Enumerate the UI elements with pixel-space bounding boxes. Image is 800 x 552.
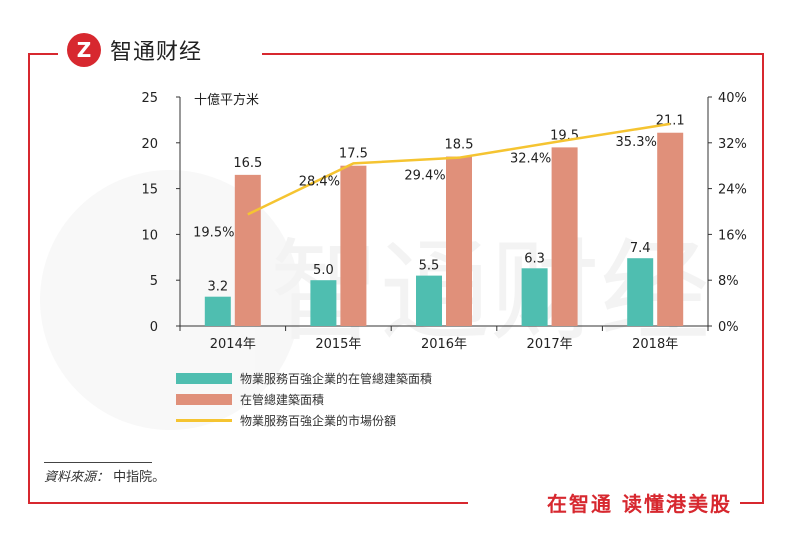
x-tick-label: 2015年 <box>315 337 361 352</box>
y-tick-label: 15 <box>141 183 158 198</box>
brand-header: Z 智通财经 <box>66 30 202 70</box>
bar-top100-area <box>521 268 548 326</box>
watermark: 智通财经 <box>40 170 710 430</box>
legend-swatch-teal <box>176 373 232 384</box>
y2-tick-label: 16% <box>718 228 747 243</box>
frame-bottom-left <box>28 502 468 504</box>
y2-tick-label: 8% <box>718 274 739 289</box>
legend-label: 在管總建築面積 <box>240 393 325 407</box>
y-tick-label: 10 <box>141 228 158 243</box>
line-label-market-share: 19.5% <box>193 225 234 240</box>
legend-label: 物業服務百強企業的在管總建築面積 <box>240 372 433 386</box>
y-tick-label: 25 <box>141 91 158 106</box>
footer-slogan: 在智通 读懂港美股 <box>539 488 740 517</box>
frame-top-right <box>262 53 764 55</box>
bar-label-total-area: 18.5 <box>445 138 474 153</box>
bar-top100-area <box>627 258 654 326</box>
frame-left <box>28 53 30 504</box>
y-unit-label: 十億平方米 <box>194 92 259 108</box>
source-label: 資料來源： <box>44 470 110 485</box>
bar-label-top100-area: 6.3 <box>524 251 545 266</box>
legend-swatch-yellow-line <box>176 419 232 422</box>
bar-total-area <box>551 147 578 326</box>
frame-top-left <box>28 53 58 55</box>
bar-label-total-area: 17.5 <box>339 147 368 162</box>
y2-tick-label: 24% <box>718 183 747 198</box>
line-label-market-share: 35.3% <box>616 135 657 150</box>
frame-right <box>762 53 764 504</box>
y-tick-label: 0 <box>150 320 158 335</box>
bar-label-top100-area: 7.4 <box>630 241 651 256</box>
source-value: 中指院。 <box>113 470 166 485</box>
bar-label-top100-area: 5.0 <box>313 263 334 278</box>
bar-top100-area <box>310 280 337 326</box>
x-tick-label: 2016年 <box>421 337 467 352</box>
x-tick-label: 2014年 <box>210 337 256 352</box>
bar-label-top100-area: 3.2 <box>207 280 228 295</box>
bar-label-total-area: 16.5 <box>233 156 262 171</box>
bar-label-top100-area: 5.5 <box>419 259 440 274</box>
y2-tick-label: 0% <box>718 320 739 335</box>
frame-bottom-right <box>740 502 764 504</box>
brand-logo-glyph: Z <box>77 38 92 62</box>
source-note: 資料來源： 中指院。 <box>44 466 165 485</box>
y-tick-label: 5 <box>150 274 158 289</box>
y2-tick-label: 32% <box>718 137 747 152</box>
y-tick-label: 20 <box>141 137 158 152</box>
legend-item-managed-area-top100: 物業服務百強企業的在管總建築面積 <box>176 370 432 387</box>
line-label-market-share: 32.4% <box>510 152 551 167</box>
bar-total-area <box>446 156 472 326</box>
bar-top100-area <box>204 296 231 326</box>
brand-logo-icon: Z <box>67 33 101 67</box>
y2-tick-label: 40% <box>718 91 747 106</box>
bar-total-area <box>657 132 684 326</box>
bar-top100-area <box>416 275 442 326</box>
brand-name: 智通财经 <box>110 40 203 65</box>
legend-swatch-salmon <box>176 394 232 405</box>
bar-total-area <box>340 165 367 326</box>
bar-total-area <box>234 174 261 326</box>
legend-item-market-share: 物業服務百強企業的市場份額 <box>176 412 396 429</box>
x-tick-label: 2017年 <box>527 337 573 352</box>
line-label-market-share: 28.4% <box>299 174 340 189</box>
legend-label: 物業服務百強企業的市場份額 <box>240 414 397 428</box>
legend-item-total-managed-area: 在管總建築面積 <box>176 391 324 408</box>
market-share-line <box>247 122 671 216</box>
line-label-market-share: 29.4% <box>404 169 445 184</box>
source-divider <box>44 462 152 463</box>
x-tick-label: 2018年 <box>632 337 678 352</box>
